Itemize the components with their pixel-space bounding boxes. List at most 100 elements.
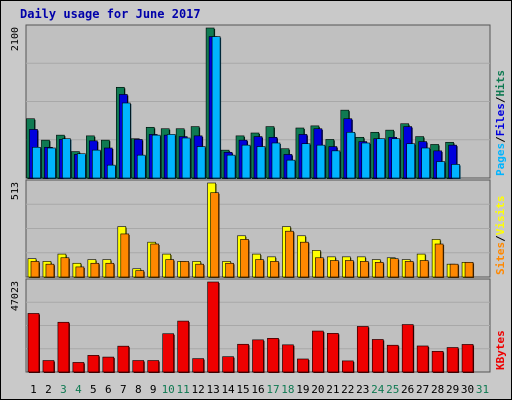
bar-sites-day-30 <box>464 262 474 278</box>
bar-pages-day-15 <box>241 144 251 179</box>
bar-sites-day-24 <box>374 262 384 278</box>
x-tick-label: 8 <box>135 383 142 396</box>
bar-pages-day-2 <box>47 147 56 179</box>
bar-pages-day-12 <box>196 146 206 179</box>
x-tick-label: 15 <box>236 383 249 396</box>
bar-kbytes-day-28 <box>431 351 444 373</box>
bar-pages-day-13 <box>211 36 221 179</box>
x-tick-label: 21 <box>326 383 339 396</box>
x-tick-label: 4 <box>75 383 82 396</box>
bar-sites-day-28 <box>434 243 444 278</box>
bar-sites-day-3 <box>60 257 70 278</box>
bar-sites-day-21 <box>330 260 339 278</box>
bar-kbytes-day-1 <box>27 313 40 373</box>
bar-pages-day-4 <box>77 153 86 179</box>
panel-middle-legend: Sites/Visits <box>494 196 507 276</box>
x-tick-label: 30 <box>461 383 474 396</box>
bar-sites-day-26 <box>404 261 414 278</box>
x-tick-label: 17 <box>266 383 279 396</box>
bar-sites-day-25 <box>389 258 399 278</box>
bar-kbytes-day-10 <box>162 333 174 373</box>
x-tick-label: 7 <box>120 383 127 396</box>
x-tick-label: 10 <box>162 383 175 396</box>
bar-sites-day-16 <box>255 259 264 278</box>
bar-pages-day-20 <box>316 144 326 179</box>
bar-kbytes-day-7 <box>117 345 130 373</box>
bar-kbytes-day-18 <box>282 344 294 373</box>
bar-kbytes-day-8 <box>132 360 145 373</box>
bar-pages-day-11 <box>181 137 191 179</box>
x-tick-label: 3 <box>60 383 67 396</box>
bar-pages-day-10 <box>166 134 176 179</box>
bar-kbytes-day-11 <box>177 320 189 373</box>
bar-kbytes-day-6 <box>102 356 115 373</box>
bar-sites-day-11 <box>180 261 189 278</box>
bar-sites-day-9 <box>150 243 160 278</box>
bar-kbytes-day-25 <box>386 344 399 373</box>
bar-kbytes-day-22 <box>342 360 354 373</box>
bar-pages-day-5 <box>92 149 101 179</box>
x-tick-label: 28 <box>431 383 444 396</box>
x-tick-label: 29 <box>446 383 459 396</box>
bar-sites-day-19 <box>300 241 309 278</box>
bar-kbytes-day-23 <box>356 326 369 373</box>
x-tick-label: 31 <box>476 383 489 396</box>
bar-kbytes-day-4 <box>72 362 85 373</box>
bar-pages-day-28 <box>436 161 445 179</box>
x-tick-label: 12 <box>192 383 205 396</box>
bar-kbytes-day-15 <box>237 343 249 373</box>
bar-kbytes-day-14 <box>222 356 234 373</box>
x-tick-label: 18 <box>281 383 294 396</box>
bar-kbytes-day-27 <box>416 345 429 373</box>
bar-sites-day-29 <box>449 263 459 278</box>
panel-top-ymax-label: 2100 <box>10 27 21 51</box>
legend-item: Pages <box>494 143 507 176</box>
bar-pages-day-25 <box>391 138 401 179</box>
bar-sites-day-14 <box>225 262 234 278</box>
panel-top-legend: Pages/Files/Hits <box>494 70 507 176</box>
chart-title: Daily usage for June 2017 <box>20 7 201 21</box>
legend-item: Sites <box>494 242 507 275</box>
bar-pages-day-16 <box>256 146 266 179</box>
bar-kbytes-day-12 <box>192 358 204 373</box>
panel-middle-ymax-label: 513 <box>10 182 21 200</box>
bar-pages-day-21 <box>331 150 341 179</box>
x-tick-label: 25 <box>386 383 399 396</box>
x-tick-label: 11 <box>177 383 190 396</box>
x-tick-label: 16 <box>251 383 264 396</box>
bar-kbytes-day-21 <box>327 333 339 373</box>
x-tick-label: 27 <box>416 383 429 396</box>
x-tick-label: 9 <box>150 383 157 396</box>
bar-kbytes-day-30 <box>461 344 474 373</box>
x-tick-label: 1 <box>30 383 37 396</box>
bar-pages-day-23 <box>361 142 371 179</box>
x-tick-label: 24 <box>371 383 385 396</box>
bar-sites-day-18 <box>285 230 294 278</box>
bar-pages-day-26 <box>406 143 415 179</box>
legend-item: Hits <box>494 70 507 97</box>
x-tick-label: 13 <box>206 383 219 396</box>
x-tick-label: 14 <box>221 383 235 396</box>
bar-sites-day-7 <box>120 233 130 278</box>
bar-sites-day-5 <box>90 262 100 278</box>
bar-pages-day-8 <box>136 154 146 179</box>
bar-kbytes-day-24 <box>371 339 384 373</box>
bar-sites-day-2 <box>45 263 55 278</box>
panel-bottom-ymax-label: 47023 <box>10 281 21 311</box>
bar-sites-day-1 <box>30 261 40 278</box>
bar-kbytes-day-9 <box>147 360 160 373</box>
bar-sites-day-10 <box>165 259 174 278</box>
x-tick-label: 2 <box>45 383 52 396</box>
bar-kbytes-day-26 <box>401 324 414 373</box>
bar-sites-day-17 <box>270 261 279 278</box>
bar-kbytes-day-20 <box>312 330 324 373</box>
x-tick-label: 5 <box>90 383 97 396</box>
bar-pages-day-24 <box>376 138 386 179</box>
x-tick-label: 26 <box>401 383 414 396</box>
bar-sites-day-20 <box>315 257 324 278</box>
bar-pages-day-22 <box>346 131 356 179</box>
bar-kbytes-day-29 <box>446 347 459 373</box>
x-tick-label: 6 <box>105 383 112 396</box>
bar-pages-day-3 <box>62 138 71 179</box>
legend-item: / <box>494 96 507 103</box>
